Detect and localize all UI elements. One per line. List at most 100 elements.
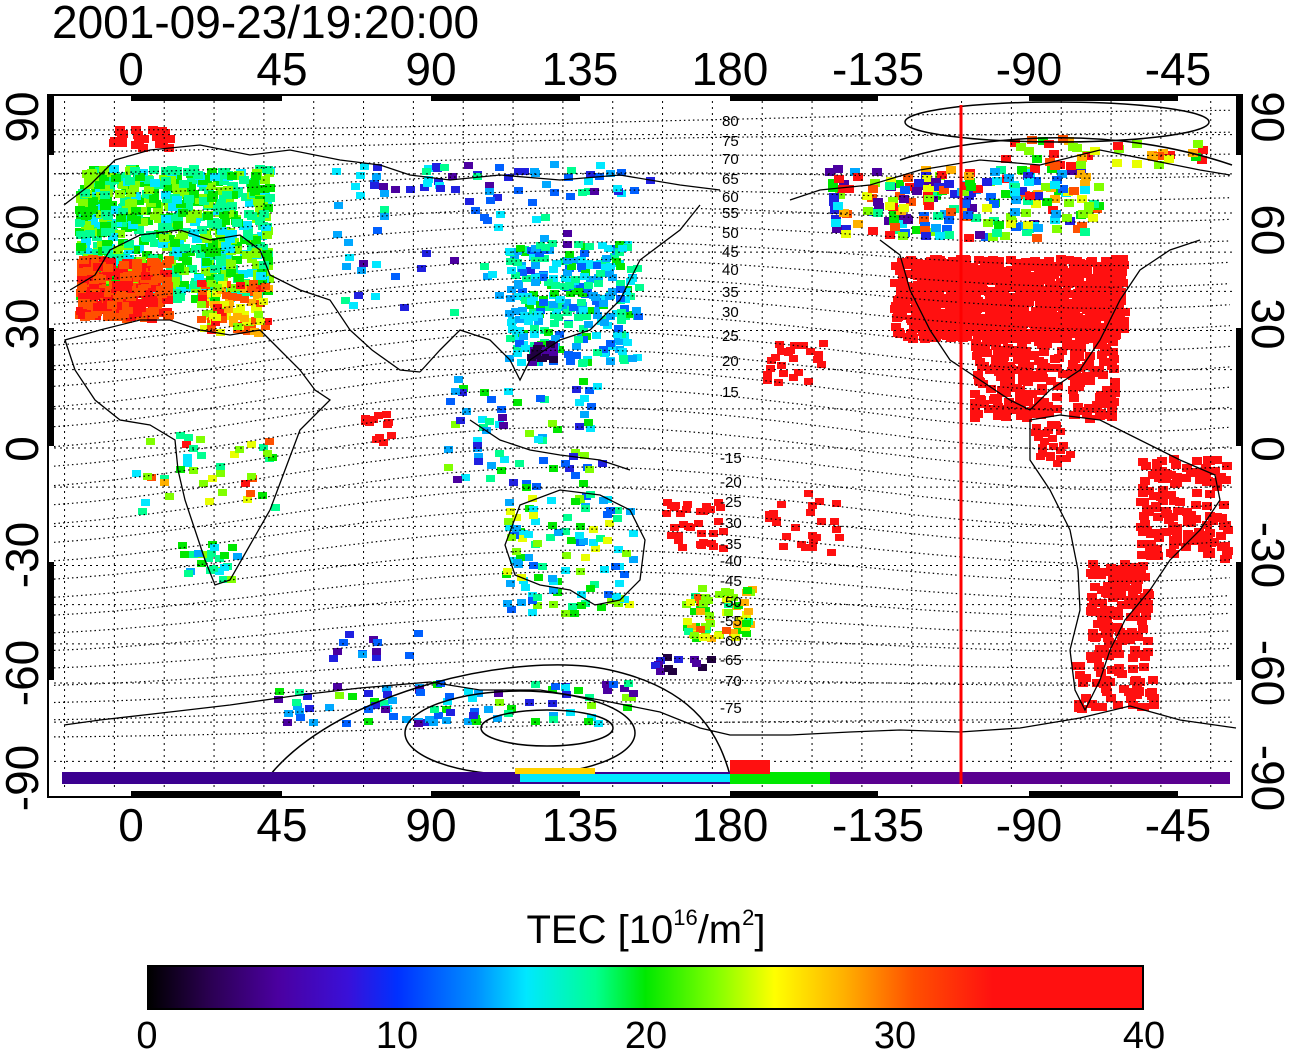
tec-cell bbox=[420, 184, 429, 191]
tec-cell bbox=[585, 243, 594, 250]
tec-cell bbox=[1045, 304, 1055, 312]
tec-cell bbox=[921, 166, 931, 174]
tec-cell bbox=[144, 176, 154, 184]
tec-cell bbox=[832, 526, 841, 533]
contour-label: 50 bbox=[722, 225, 739, 242]
tec-cell bbox=[506, 258, 515, 265]
tec-cell bbox=[1058, 135, 1068, 143]
tec-cell bbox=[199, 480, 208, 487]
tec-cell bbox=[517, 599, 526, 606]
tec-cell bbox=[928, 286, 938, 294]
tec-cell bbox=[150, 267, 160, 275]
tec-cell bbox=[1010, 139, 1020, 147]
tec-cell bbox=[606, 507, 615, 514]
tec-cell bbox=[528, 597, 537, 604]
tec-cell bbox=[1034, 434, 1043, 441]
tec-cell bbox=[561, 610, 570, 617]
tec-cell bbox=[513, 399, 522, 406]
tec-cell bbox=[998, 333, 1008, 341]
tec-cell bbox=[1128, 597, 1138, 605]
tec-cell bbox=[1153, 513, 1163, 521]
tec-cell bbox=[210, 544, 219, 551]
tec-cell bbox=[594, 280, 603, 287]
tec-cell bbox=[862, 192, 872, 200]
tec-cell bbox=[83, 265, 93, 273]
tec-cell bbox=[549, 275, 558, 282]
tec-cell bbox=[1195, 476, 1205, 484]
tec-cell bbox=[544, 329, 553, 336]
tec-cell bbox=[719, 528, 728, 535]
tec-cell bbox=[549, 716, 558, 723]
tec-cell bbox=[920, 226, 930, 234]
tec-cell bbox=[1100, 607, 1110, 615]
tec-cell bbox=[1111, 282, 1121, 290]
tec-cell bbox=[1101, 396, 1111, 404]
tec-cell bbox=[733, 621, 742, 628]
tec-cell bbox=[163, 286, 173, 294]
tec-cell bbox=[1046, 454, 1055, 461]
tec-cell bbox=[220, 217, 230, 225]
tec-cell bbox=[613, 185, 622, 192]
tec-cell bbox=[524, 318, 533, 325]
tec-cell bbox=[1000, 232, 1010, 240]
tec-cell bbox=[555, 346, 564, 353]
tec-cell bbox=[480, 214, 489, 221]
tec-cell bbox=[1024, 147, 1034, 155]
tec-cell bbox=[528, 199, 537, 206]
tec-cell bbox=[164, 311, 174, 319]
tec-cell bbox=[514, 282, 523, 289]
top-lon-tick-m90: -90 bbox=[995, 43, 1063, 95]
tec-cell bbox=[242, 221, 252, 229]
tec-cell bbox=[505, 355, 514, 362]
tec-cell bbox=[1066, 162, 1076, 170]
tec-cell bbox=[93, 303, 103, 311]
tec-cell bbox=[1143, 648, 1153, 656]
tec-cell bbox=[1024, 362, 1034, 370]
tec-cell bbox=[254, 311, 263, 318]
tec-cell bbox=[968, 317, 978, 325]
tec-cell bbox=[1088, 335, 1098, 343]
tec-cell bbox=[259, 210, 269, 218]
tec-cell bbox=[1111, 265, 1121, 273]
tec-cell bbox=[205, 498, 214, 505]
tec-cell bbox=[233, 313, 242, 320]
tec-cell bbox=[196, 436, 205, 443]
tec-cell bbox=[579, 378, 588, 385]
tec-cell bbox=[525, 699, 534, 706]
tec-cell bbox=[391, 273, 400, 280]
tec-cell bbox=[531, 518, 540, 525]
tec-cell bbox=[1137, 617, 1147, 625]
tec-cell bbox=[561, 567, 570, 574]
tec-cell bbox=[440, 164, 449, 171]
tec-cell bbox=[416, 689, 425, 696]
tec-cell bbox=[706, 620, 715, 627]
tec-cell bbox=[493, 715, 502, 722]
tec-cell bbox=[529, 562, 538, 569]
tec-cell bbox=[541, 214, 550, 221]
tec-cell bbox=[295, 708, 304, 715]
tec-cell bbox=[216, 254, 226, 262]
tec-cell bbox=[1106, 311, 1116, 319]
tec-cell bbox=[1032, 155, 1042, 163]
tec-cell bbox=[383, 691, 392, 698]
tec-cell bbox=[935, 232, 945, 240]
tec-cell bbox=[584, 718, 593, 725]
tec-cell bbox=[149, 311, 159, 319]
tec-cell bbox=[1098, 271, 1108, 279]
tec-cell bbox=[1114, 310, 1124, 318]
tec-cell bbox=[1087, 608, 1097, 616]
tec-cell bbox=[1070, 279, 1080, 287]
tec-cell bbox=[149, 166, 159, 174]
tec-cell bbox=[371, 702, 380, 709]
tec-cell bbox=[255, 285, 264, 292]
contour-label: 20 bbox=[722, 353, 739, 370]
tec-cell bbox=[110, 138, 120, 146]
tec-cell bbox=[565, 251, 574, 258]
tec-cell bbox=[1117, 637, 1127, 645]
tec-cell bbox=[356, 172, 365, 179]
tec-cell bbox=[334, 202, 343, 209]
tec-cell bbox=[567, 167, 576, 174]
tec-cell bbox=[157, 290, 167, 298]
tec-cell bbox=[184, 570, 193, 577]
tec-cell bbox=[999, 292, 1009, 300]
